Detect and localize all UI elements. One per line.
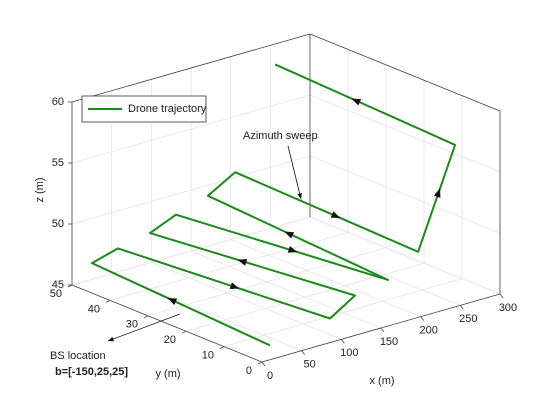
- grid-line: [309, 94, 501, 173]
- direction-arrow: [167, 298, 178, 305]
- annotation: Azimuth sweep: [243, 130, 318, 142]
- direction-arrow: [229, 282, 240, 289]
- z-tick-label: 45: [52, 279, 64, 291]
- x-tick-label: 250: [459, 313, 477, 325]
- tick-mark: [341, 339, 345, 344]
- y-tick-label: 0: [246, 365, 252, 377]
- grid-line: [71, 216, 311, 286]
- x-tick-label: 50: [304, 359, 316, 371]
- y-tick-label: 50: [50, 288, 62, 300]
- direction-arrow: [330, 211, 341, 218]
- tick-mark: [181, 330, 187, 334]
- x-tick-label: 0: [267, 370, 273, 382]
- z-tick-label: 55: [52, 157, 64, 169]
- grid-line: [151, 261, 342, 340]
- grid-line: [190, 250, 382, 329]
- tick-mark: [301, 350, 305, 355]
- grid-line: [71, 94, 311, 164]
- y-tick-label: 30: [126, 319, 138, 331]
- y-axis-label: y (m): [155, 368, 180, 380]
- tick-mark: [219, 346, 225, 349]
- axis-line: [309, 33, 501, 112]
- grid-line: [309, 216, 501, 295]
- z-tick-label: 60: [52, 96, 64, 108]
- y-tick-label: 20: [164, 334, 176, 346]
- z-axis-label: z (m): [34, 177, 46, 202]
- direction-arrow: [287, 246, 298, 253]
- x-axis-label: x (m): [369, 375, 394, 387]
- x-tick-label: 200: [419, 325, 437, 337]
- tick-mark: [261, 361, 266, 367]
- x-tick-label: 150: [380, 336, 398, 348]
- grid-line: [230, 239, 421, 318]
- direction-arrow: [433, 188, 441, 198]
- grid-line: [309, 155, 501, 234]
- direction-arrow: [237, 258, 248, 266]
- annotation: BS location: [50, 350, 106, 362]
- y-tick-label: 40: [88, 303, 100, 315]
- trajectory-line: [91, 63, 457, 347]
- annotation-arrow: [107, 313, 181, 342]
- direction-arrow: [284, 231, 295, 239]
- z-tick-label: 50: [52, 218, 64, 230]
- x-tick-label: 100: [340, 347, 358, 359]
- direction-arrow: [351, 98, 362, 106]
- x-tick-label: 300: [499, 302, 517, 314]
- legend-label: Drone trajectory: [128, 103, 207, 115]
- y-tick-label: 10: [202, 350, 214, 362]
- tick-mark: [143, 315, 149, 319]
- tick-mark: [420, 316, 424, 321]
- tick-mark: [499, 293, 504, 299]
- grid-line: [185, 262, 425, 332]
- grid-line: [270, 227, 461, 306]
- tick-mark: [257, 361, 263, 365]
- annotation: b=[-150,25,25]: [55, 366, 128, 378]
- grid-line: [147, 247, 387, 317]
- tick-mark: [105, 300, 111, 303]
- annotation-arrow: [287, 145, 302, 200]
- grid-line: [71, 155, 311, 225]
- tick-mark: [380, 327, 385, 333]
- grid-line: [223, 278, 463, 347]
- grid-line: [109, 232, 349, 301]
- axis-line: [71, 33, 311, 103]
- tick-mark: [460, 305, 464, 310]
- axis-line: [71, 284, 263, 363]
